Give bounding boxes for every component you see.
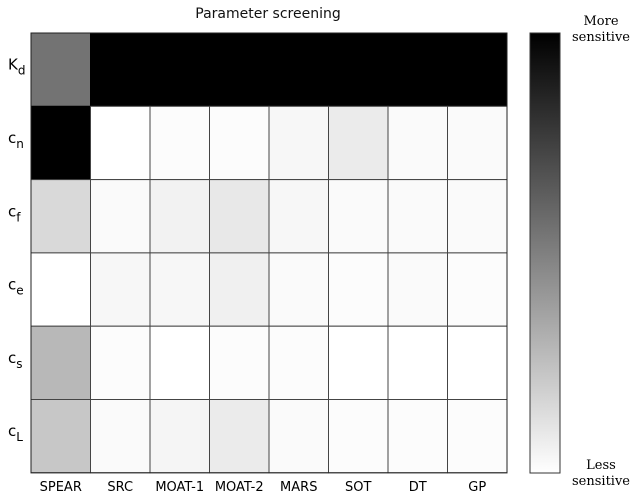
- heatmap-cell: [328, 399, 389, 474]
- heatmap-cell: [30, 105, 91, 181]
- heatmap-cell: [387, 252, 448, 327]
- heatmap-cell: [447, 105, 508, 181]
- heatmap-cell: [387, 179, 448, 254]
- heatmap-cell: [447, 32, 508, 107]
- colorbar-top-label-line1: More: [583, 14, 619, 29]
- row-label-sub: f: [16, 210, 21, 224]
- row-label-main: c: [8, 276, 16, 294]
- heatmap-cell: [328, 252, 389, 327]
- row-label: cs: [8, 349, 23, 371]
- column-labels: SPEAR SRC MOAT-1 MOAT-2 MARS SOT DT GP: [40, 480, 487, 495]
- row-label: ce: [8, 276, 24, 298]
- heatmap-cell: [30, 179, 91, 254]
- heatmap-cell: [30, 399, 91, 474]
- heatmap-cell: [90, 179, 151, 254]
- row-label-main: K: [8, 56, 19, 74]
- heatmap-cell: [268, 399, 329, 474]
- heatmap-cell: [30, 252, 91, 327]
- heatmap-cell: [268, 32, 329, 107]
- heatmap-cell: [268, 252, 329, 327]
- heatmap-cell: [387, 105, 448, 181]
- chart-title: Parameter screening: [195, 6, 341, 22]
- heatmap-cell: [90, 399, 151, 474]
- column-label: SPEAR: [40, 480, 82, 495]
- colorbar: [529, 32, 561, 474]
- column-label: MOAT-2: [215, 480, 264, 495]
- colorbar-bottom-label-line2: sensitive: [572, 474, 630, 489]
- heatmap-cells: [30, 32, 508, 474]
- column-label: MARS: [280, 480, 317, 495]
- row-label-main: c: [8, 349, 16, 367]
- heatmap-cell: [149, 325, 210, 401]
- heatmap-cell: [149, 399, 210, 474]
- heatmap-cell: [209, 252, 270, 327]
- heatmap-cell: [447, 399, 508, 474]
- heatmap-cell: [209, 179, 270, 254]
- row-label-sub: L: [16, 430, 23, 444]
- heatmap-cell: [90, 32, 151, 107]
- heatmap-cell: [209, 399, 270, 474]
- heatmap-cell: [387, 32, 448, 107]
- column-label: SOT: [345, 480, 371, 495]
- heatmap-cell: [30, 325, 91, 401]
- row-label: cL: [8, 422, 23, 444]
- colorbar-top-label: More sensitive: [566, 14, 636, 46]
- heatmap-cell: [90, 325, 151, 401]
- heatmap-frame: [30, 32, 508, 474]
- column-label: DT: [409, 480, 427, 495]
- column-label: MOAT-1: [155, 480, 204, 495]
- heatmap-cell: [328, 32, 389, 107]
- row-label: cf: [8, 202, 21, 224]
- heatmap-cell: [328, 105, 389, 181]
- row-label-sub: n: [16, 137, 24, 151]
- heatmap-cell: [209, 32, 270, 107]
- heatmap-cell: [268, 105, 329, 181]
- row-label-sub: s: [16, 357, 22, 371]
- heatmap-cell: [387, 325, 448, 401]
- heatmap-cell: [209, 105, 270, 181]
- heatmap-cell: [149, 105, 210, 181]
- row-label: cn: [8, 129, 24, 151]
- row-label-main: c: [8, 129, 16, 147]
- colorbar-top-label-line2: sensitive: [572, 30, 630, 45]
- row-label: Kd: [8, 56, 25, 78]
- heatmap-cell: [209, 325, 270, 401]
- heatmap-cell: [149, 179, 210, 254]
- heatmap-cell: [268, 325, 329, 401]
- column-label: GP: [468, 480, 486, 495]
- colorbar-bottom-label: Less sensitive: [566, 458, 636, 490]
- column-label: SRC: [107, 480, 133, 495]
- row-label-main: c: [8, 202, 16, 220]
- heatmap-cell: [328, 179, 389, 254]
- heatmap-cell: [90, 252, 151, 327]
- heatmap-cell: [328, 325, 389, 401]
- heatmap-cell: [149, 252, 210, 327]
- heatmap-cell: [447, 252, 508, 327]
- heatmap-cell: [30, 32, 91, 107]
- heatmap-cell: [268, 179, 329, 254]
- row-label-main: c: [8, 422, 16, 440]
- heatmap-cell: [149, 32, 210, 107]
- row-label-sub: e: [16, 284, 23, 298]
- heatmap-cell: [90, 105, 151, 181]
- colorbar-bottom-label-line1: Less: [586, 458, 616, 473]
- heatmap-cell: [387, 399, 448, 474]
- heatmap-cell: [447, 179, 508, 254]
- row-label-sub: d: [18, 64, 26, 78]
- heatmap-cell: [447, 325, 508, 401]
